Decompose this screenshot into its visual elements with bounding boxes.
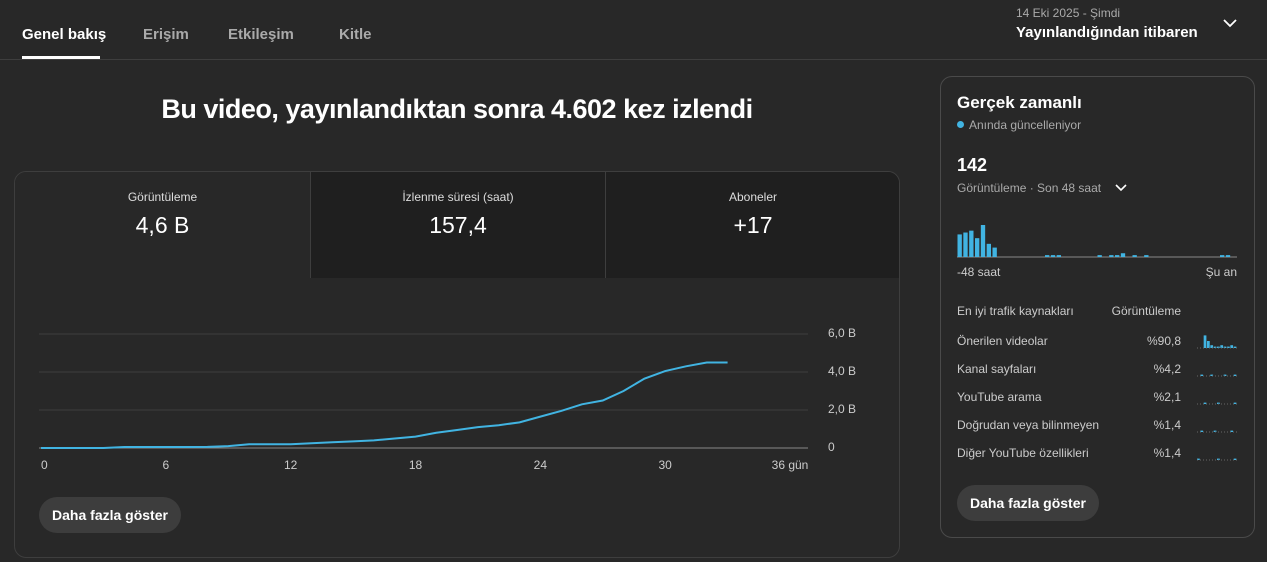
spark-bar: [1200, 374, 1204, 376]
source-name: Doğrudan veya bilinmeyen: [957, 418, 1099, 432]
date-label[interactable]: Yayınlandığından itibaren: [1016, 24, 1198, 41]
axis-label: Şu an: [1206, 265, 1237, 279]
spark-bar: [1213, 346, 1217, 348]
tab[interactable]: Erişim: [143, 26, 189, 43]
bar: [1115, 255, 1120, 257]
card: Görüntüleme 4,6 B İzlenme süresi (saat) 15…: [14, 171, 900, 558]
metric-label: İzlenme süresi (saat): [402, 190, 514, 204]
live-dot: [957, 121, 964, 128]
tab[interactable]: Etkileşim: [228, 26, 294, 43]
y-tick-label: 6,0 B: [828, 326, 856, 340]
bar: [1132, 255, 1137, 257]
spark-bar: [1220, 345, 1224, 348]
spark-bar: [1217, 346, 1220, 348]
metric-label: Görüntüleme: [127, 190, 198, 204]
spark-bar: [1233, 402, 1237, 404]
spark-bar: [1207, 341, 1210, 348]
y-tick-label: 2,0 B: [828, 402, 856, 416]
spark-bar: [1233, 458, 1237, 460]
tab[interactable]: Genel bakış: [22, 26, 107, 43]
bar: [1120, 253, 1126, 257]
table-header: En iyi trafik kaynakları: [957, 304, 1074, 318]
metric[interactable]: Aboneler +17: [605, 172, 899, 278]
bar: [1144, 255, 1149, 257]
metric-label: Aboneler: [728, 190, 778, 204]
tab-indicator: [22, 56, 100, 59]
x-tick-label: 30: [658, 458, 672, 472]
metric[interactable]: İzlenme süresi (saat) 157,4: [310, 172, 605, 278]
bar: [1056, 255, 1061, 257]
divider: [0, 59, 1267, 60]
bar: [1045, 255, 1050, 257]
spark-bar: [1203, 335, 1207, 348]
bar: [1109, 255, 1114, 257]
dropdown-icon[interactable]: [1114, 183, 1128, 193]
realtime-count: 142: [957, 155, 988, 175]
realtime-subtitle[interactable]: Görüntüleme · Son 48 saat: [957, 181, 1102, 195]
bar: [1050, 255, 1056, 257]
source-name: Diğer YouTube özellikleri: [957, 446, 1089, 460]
bar: [992, 247, 997, 257]
spark-bar: [1197, 458, 1200, 460]
line: [41, 361, 728, 449]
spark-bar: [1210, 345, 1214, 348]
spark-bar: [1217, 458, 1220, 460]
source-share: %1,4: [1154, 418, 1182, 432]
source-share: %90,8: [1147, 334, 1181, 348]
x-tick-label: 18: [409, 458, 423, 472]
table-header: Görüntüleme: [1112, 304, 1182, 318]
x-tick-label: 0: [41, 458, 48, 472]
x-tick-label: 6: [162, 458, 169, 472]
spark-bar: [1210, 374, 1214, 376]
bar: [1225, 255, 1231, 257]
tab[interactable]: Kitle: [339, 26, 372, 43]
bar: [975, 238, 980, 257]
spark-bar: [1223, 346, 1227, 348]
bar: [963, 232, 968, 257]
source-name: YouTube arama: [957, 390, 1042, 404]
y-tick-label: 0: [828, 440, 835, 454]
realtime-card: [940, 76, 1255, 538]
spark-bar: [1223, 374, 1227, 376]
x-tick-label: 12: [284, 458, 298, 472]
bar: [986, 243, 991, 257]
source-name: Kanal sayfaları: [957, 362, 1036, 376]
x-tick-label: 24: [534, 458, 548, 472]
bar: [980, 225, 986, 257]
realtime-title: Gerçek zamanlı: [957, 93, 1082, 112]
show-more-button[interactable]: Daha fazla göster: [957, 485, 1099, 521]
spark-bar: [1217, 402, 1220, 404]
bar: [1220, 255, 1225, 257]
y-tick-label: 4,0 B: [828, 364, 856, 378]
axis-label: -48 saat: [957, 265, 1001, 279]
spark-bar: [1203, 402, 1207, 404]
dropdown-icon[interactable]: [1222, 17, 1238, 29]
metric-value: +17: [733, 212, 773, 238]
bar: [957, 234, 962, 257]
spark-bar: [1200, 430, 1204, 432]
spark-bar: [1213, 430, 1217, 432]
spark-bar: [1230, 345, 1234, 348]
realtime-status: Anında güncelleniyor: [969, 118, 1082, 132]
headline: Bu video, yayınlandıktan sonra 4.602 kez…: [161, 94, 753, 124]
show-more-button[interactable]: Daha fazla göster: [39, 497, 181, 533]
x-tick-label: 36 gün: [772, 458, 809, 472]
metric[interactable]: Görüntüleme 4,6 B: [15, 172, 310, 278]
source-share: %1,4: [1154, 446, 1182, 460]
source-share: %4,2: [1154, 362, 1182, 376]
realtime-chart: -48 saat Şu an En iyi trafik kaynakları Gör…: [957, 225, 1237, 461]
spark-bar: [1230, 430, 1234, 432]
metric-value: 157,4: [429, 212, 487, 238]
spark-bar: [1233, 346, 1237, 348]
line-chart: 0 2,0 B 4,0 B 6,0 B 0 6 12 18 24 30 36 gün: [39, 326, 856, 472]
source-name: Önerilen videolar: [957, 334, 1048, 348]
spark-bar: [1233, 374, 1237, 376]
date-range[interactable]: 14 Eki 2025 - Şimdi: [1016, 6, 1121, 20]
bar: [1097, 255, 1102, 257]
bar: [969, 230, 974, 257]
spark-bar: [1227, 346, 1230, 348]
source-share: %2,1: [1154, 390, 1182, 404]
metric-value: 4,6 B: [135, 212, 190, 238]
